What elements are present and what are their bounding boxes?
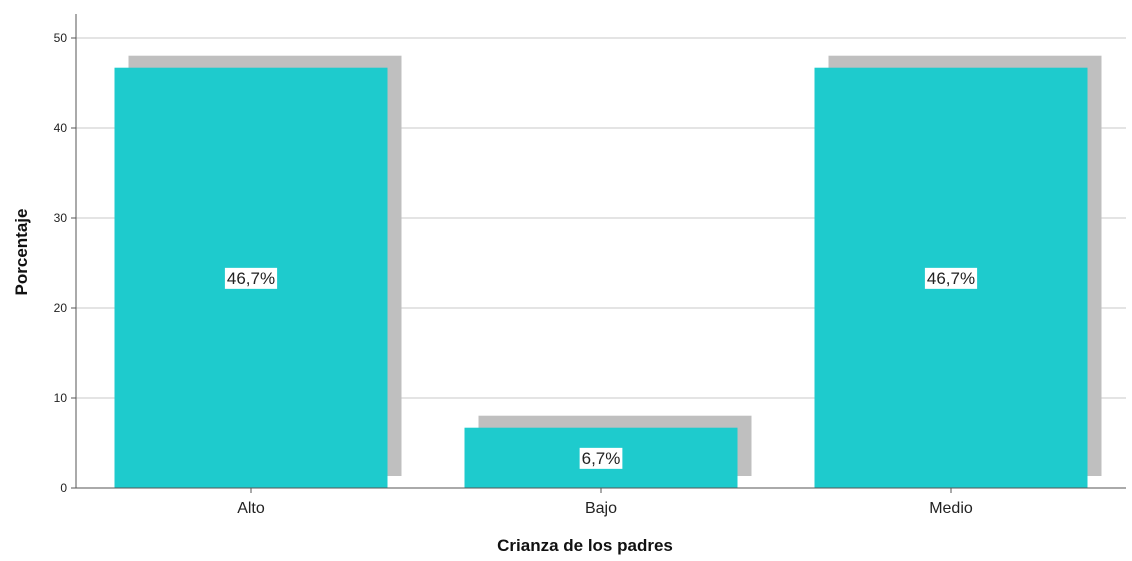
- y-tick-label: 30: [54, 211, 68, 225]
- x-category-label: Medio: [929, 500, 973, 517]
- data-label-box: [224, 267, 278, 289]
- y-tick-label: 40: [54, 121, 68, 135]
- y-tick-label: 50: [54, 31, 68, 45]
- x-axis-categories: Alto Bajo Medio: [237, 488, 973, 517]
- data-label-box: [924, 267, 978, 289]
- data-label: 46,7%: [927, 269, 975, 288]
- y-axis-ticks: 0 10 20 30 40 50: [54, 31, 76, 495]
- y-tick-label: 20: [54, 301, 68, 315]
- y-tick-label: 0: [60, 481, 67, 495]
- data-label: 6,7%: [582, 449, 621, 468]
- data-label-group: 46,7%: [224, 267, 278, 289]
- data-label-box: [579, 447, 623, 469]
- data-label-group: 46,7%: [924, 267, 978, 289]
- data-label: 46,7%: [227, 269, 275, 288]
- bars: 46,7% 6,7% 46,7%: [114, 55, 1102, 488]
- x-axis-title: Crianza de los padres: [497, 536, 673, 555]
- x-category-label: Bajo: [585, 500, 617, 517]
- y-axis-title: Porcentaje: [12, 209, 31, 296]
- x-category-label: Alto: [237, 500, 265, 517]
- y-tick-label: 10: [54, 391, 68, 405]
- data-label-group: 6,7%: [579, 447, 623, 469]
